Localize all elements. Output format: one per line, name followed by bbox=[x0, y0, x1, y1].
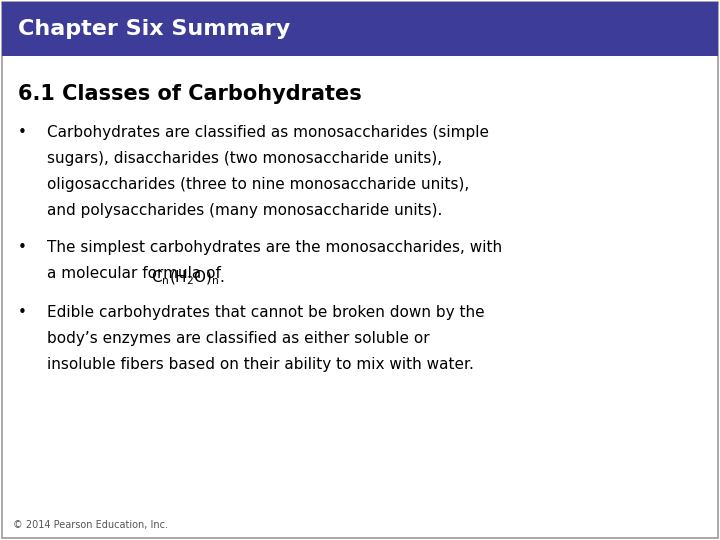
FancyBboxPatch shape bbox=[2, 2, 718, 56]
Text: 6.1 Classes of Carbohydrates: 6.1 Classes of Carbohydrates bbox=[18, 84, 361, 104]
Text: oligosaccharides (three to nine monosaccharide units),: oligosaccharides (three to nine monosacc… bbox=[47, 177, 469, 192]
Text: •: • bbox=[18, 305, 27, 320]
Text: a molecular formula of: a molecular formula of bbox=[47, 266, 225, 281]
Text: •: • bbox=[18, 125, 27, 140]
Text: © 2014 Pearson Education, Inc.: © 2014 Pearson Education, Inc. bbox=[13, 520, 168, 530]
Text: body’s enzymes are classified as either soluble or: body’s enzymes are classified as either … bbox=[47, 331, 429, 346]
Text: sugars), disaccharides (two monosaccharide units),: sugars), disaccharides (two monosacchari… bbox=[47, 151, 442, 166]
Text: $\mathregular{C_n(H_2O)_n}$.: $\mathregular{C_n(H_2O)_n}$. bbox=[151, 268, 225, 287]
Text: •: • bbox=[18, 240, 27, 255]
Text: Edible carbohydrates that cannot be broken down by the: Edible carbohydrates that cannot be brok… bbox=[47, 305, 485, 320]
Text: and polysaccharides (many monosaccharide units).: and polysaccharides (many monosaccharide… bbox=[47, 203, 442, 218]
Text: Carbohydrates are classified as monosaccharides (simple: Carbohydrates are classified as monosacc… bbox=[47, 125, 489, 140]
Text: Chapter Six Summary: Chapter Six Summary bbox=[18, 18, 290, 39]
Text: The simplest carbohydrates are the monosaccharides, with: The simplest carbohydrates are the monos… bbox=[47, 240, 502, 255]
Text: insoluble fibers based on their ability to mix with water.: insoluble fibers based on their ability … bbox=[47, 357, 474, 372]
